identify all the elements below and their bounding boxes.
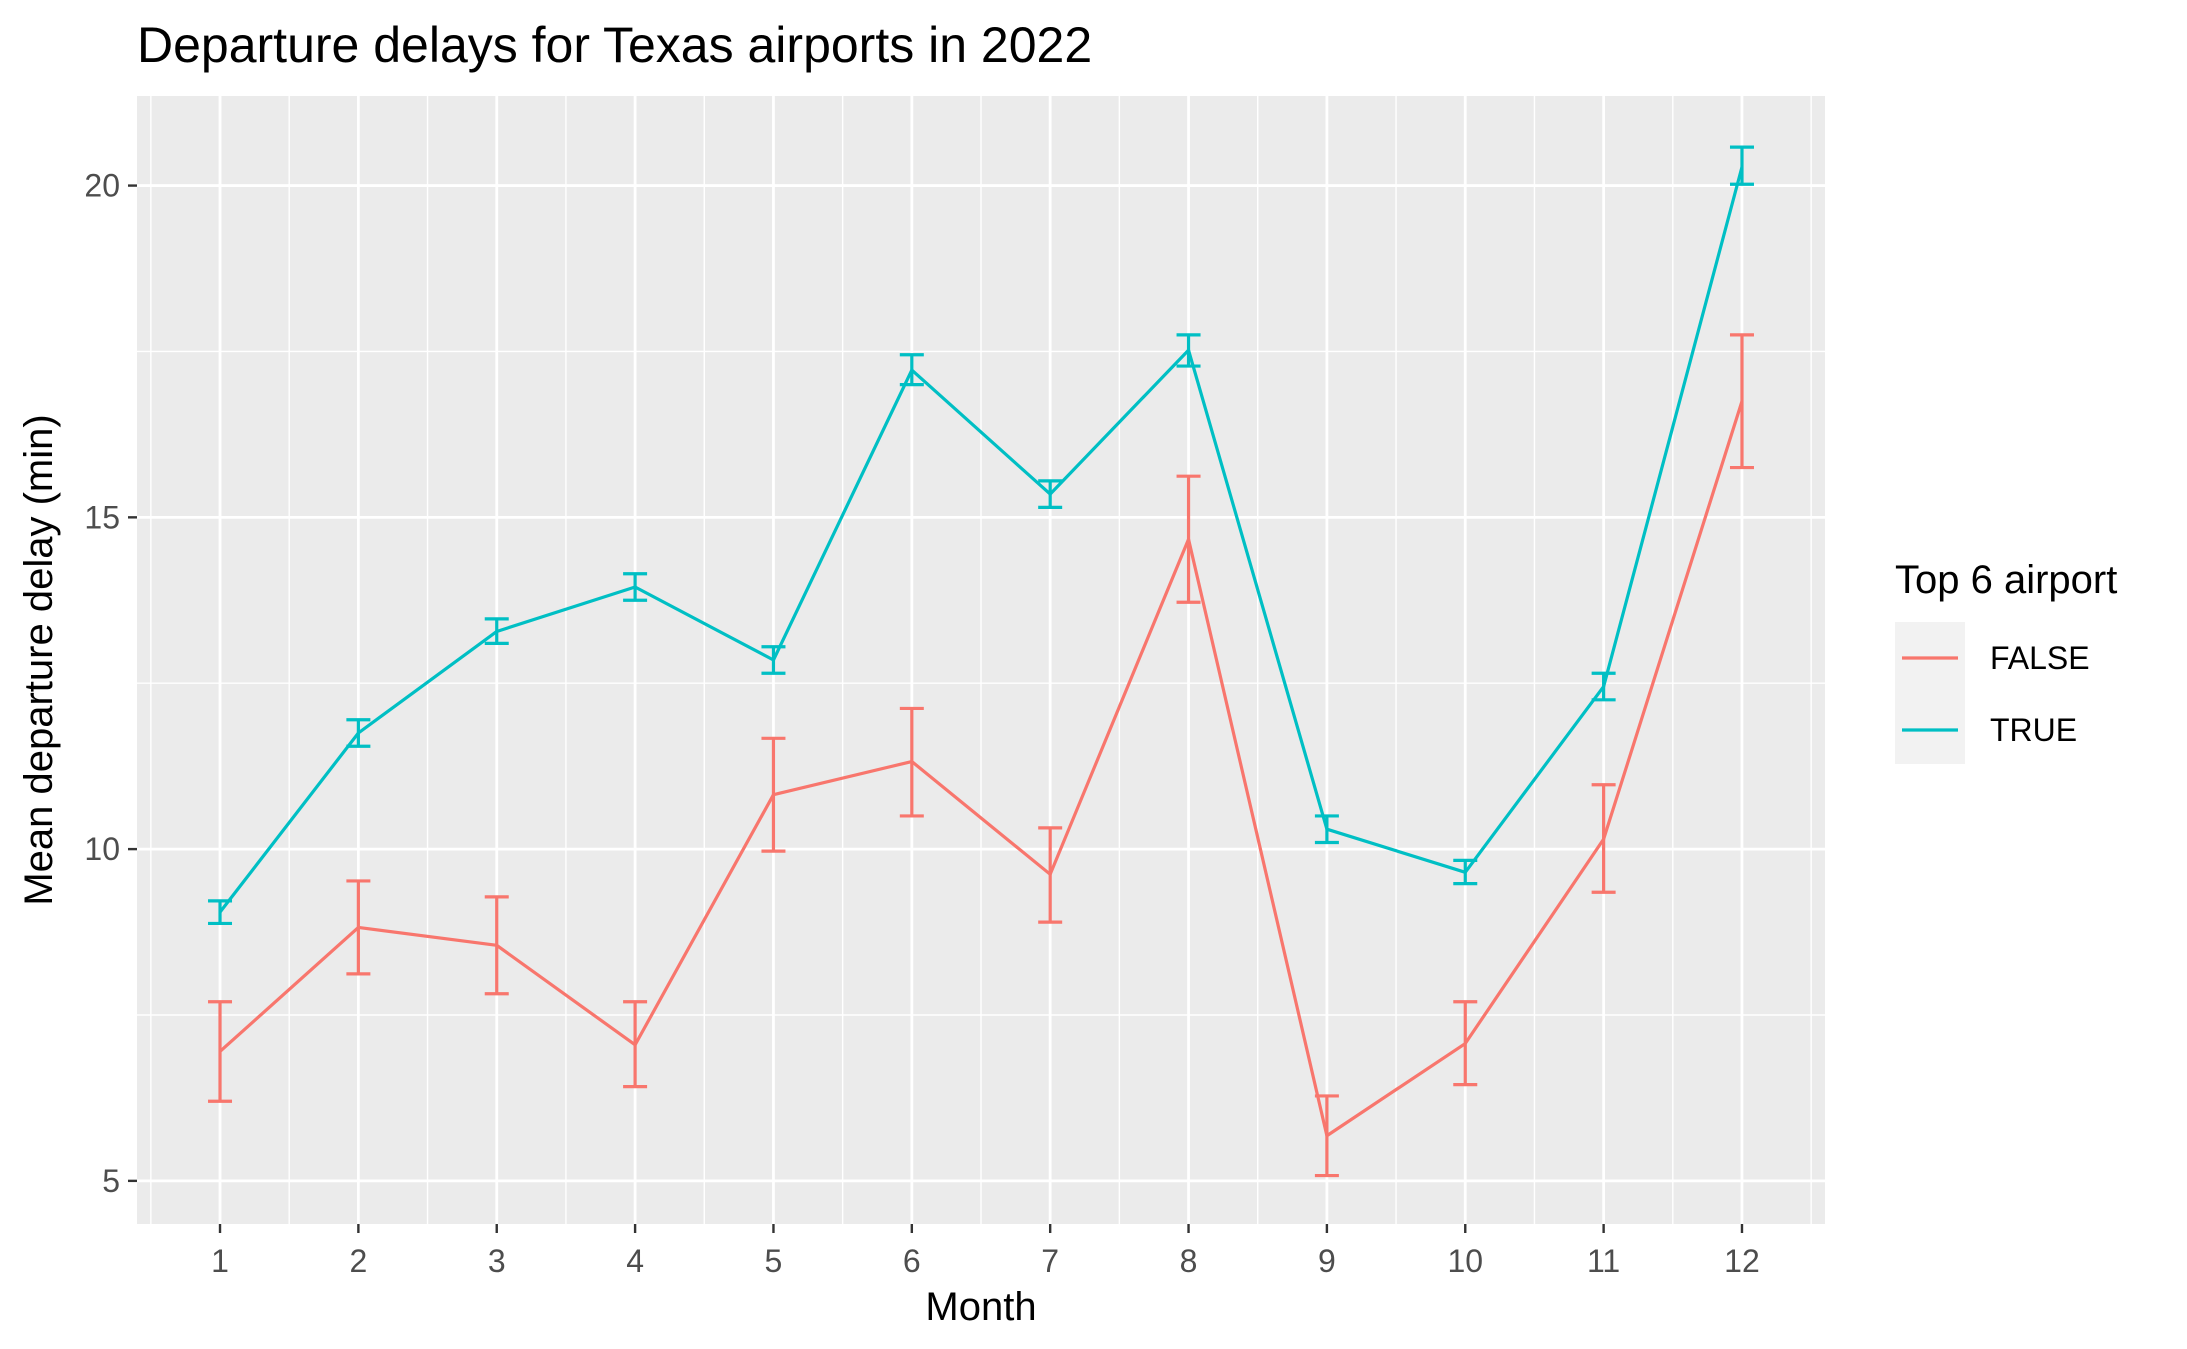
error-bar bbox=[1453, 858, 1478, 886]
error-bar bbox=[1591, 783, 1616, 894]
x-tick-label: 8 bbox=[1180, 1243, 1198, 1279]
legend-key-background bbox=[1895, 622, 1965, 764]
series-line bbox=[218, 166, 1744, 914]
y-tick-label: 15 bbox=[84, 499, 120, 535]
x-tick-label: 2 bbox=[349, 1243, 367, 1279]
legend-item-true: TRUE bbox=[1902, 712, 2077, 748]
legend-item-false: FALSE bbox=[1902, 640, 2090, 676]
y-tick-label: 5 bbox=[102, 1163, 120, 1199]
series-line bbox=[218, 400, 1744, 1138]
x-tick-label: 4 bbox=[626, 1243, 644, 1279]
error-bar bbox=[484, 617, 509, 646]
series-false bbox=[208, 333, 1754, 1178]
error-bar bbox=[899, 353, 924, 387]
error-bar bbox=[1453, 1000, 1478, 1087]
x-axis-title: Month bbox=[925, 1285, 1036, 1329]
x-tick-label: 1 bbox=[211, 1243, 229, 1279]
legend-title: Top 6 airport bbox=[1895, 558, 2117, 602]
error-bar bbox=[1729, 145, 1754, 186]
y-axis-title: Mean departure delay (min) bbox=[17, 414, 61, 905]
grid-minor-lines bbox=[137, 96, 1825, 1224]
y-tick-label: 10 bbox=[84, 831, 120, 867]
error-bar bbox=[1176, 333, 1201, 368]
grid-major-lines bbox=[137, 96, 1825, 1224]
chart-title: Departure delays for Texas airports in 2… bbox=[137, 17, 1092, 73]
error-bar bbox=[1038, 826, 1063, 924]
y-axis: 5 10 15 20 bbox=[84, 168, 137, 1199]
error-bar bbox=[899, 706, 924, 818]
error-bar bbox=[623, 1000, 648, 1089]
x-tick-label: 11 bbox=[1587, 1243, 1620, 1279]
x-tick-label: 12 bbox=[1724, 1243, 1760, 1279]
legend: Top 6 airport FALSE TRUE bbox=[1895, 558, 2117, 764]
legend-label: FALSE bbox=[1990, 640, 2090, 676]
x-tick-label: 10 bbox=[1447, 1243, 1483, 1279]
x-tick-label: 3 bbox=[488, 1243, 506, 1279]
x-tick-label: 5 bbox=[765, 1243, 783, 1279]
x-axis: 1 2 3 4 5 6 7 8 9 10 11 12 bbox=[211, 1224, 1760, 1279]
series-true bbox=[208, 145, 1754, 926]
series-layer bbox=[208, 145, 1754, 1178]
x-tick-label: 6 bbox=[903, 1243, 921, 1279]
x-tick-label: 7 bbox=[1041, 1243, 1059, 1279]
y-tick-label: 20 bbox=[84, 168, 120, 204]
legend-label: TRUE bbox=[1990, 712, 2077, 748]
x-tick-label: 9 bbox=[1318, 1243, 1336, 1279]
